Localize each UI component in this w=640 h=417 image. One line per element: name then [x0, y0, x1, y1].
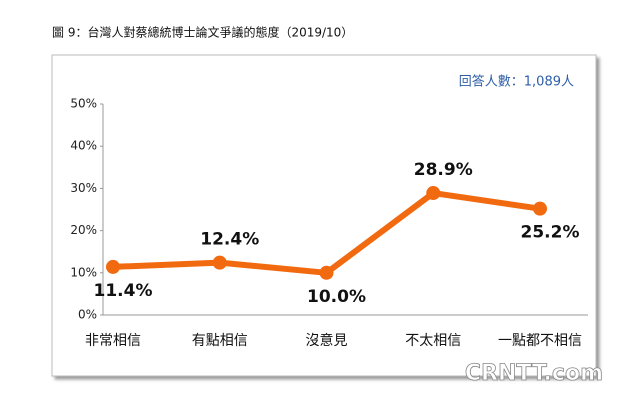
- y-tick-label: 50%: [70, 97, 97, 111]
- annotation: 回答人數：1,089人: [459, 74, 574, 90]
- point: [106, 259, 120, 274]
- value-label: 28.9%: [414, 160, 473, 180]
- point: [212, 255, 227, 270]
- y-tick-label: 30%: [70, 181, 97, 195]
- value-label: 25.2%: [521, 223, 580, 243]
- watermark: CRNTT.com: [465, 361, 603, 386]
- value-label: 11.4%: [94, 281, 153, 301]
- chart-title: 圖 9：台灣人對蔡總統博士論文爭議的態度（2019/10）: [52, 25, 353, 40]
- y-tick-label: 20%: [70, 223, 97, 237]
- y-tick-label: 10%: [70, 265, 97, 279]
- value-label: 12.4%: [200, 230, 259, 250]
- point: [426, 186, 441, 201]
- x-tick-label: 不太相信: [405, 333, 461, 349]
- x-tick-label: 有點相信: [192, 333, 248, 349]
- y-tick-label: 0%: [78, 308, 97, 322]
- x-tick-label: 沒意見: [306, 332, 348, 349]
- x-tick-label: 非常相信: [85, 333, 141, 349]
- value-label: 10.0%: [307, 287, 366, 307]
- point: [533, 201, 547, 216]
- point: [319, 265, 334, 280]
- y-tick-label: 40%: [70, 139, 97, 153]
- x-tick-label: 一點都不相信: [498, 333, 582, 349]
- chart-frame: [51, 54, 597, 377]
